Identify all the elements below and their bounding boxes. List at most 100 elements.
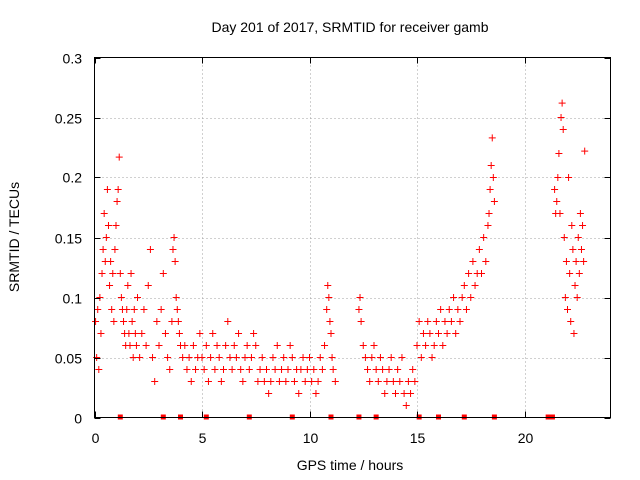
data-point	[488, 134, 496, 142]
data-point	[109, 270, 117, 277]
data-point	[172, 294, 180, 301]
y-tick-label: 0.05	[55, 351, 82, 367]
data-point	[247, 354, 255, 361]
data-point	[209, 330, 217, 337]
data-point	[426, 330, 434, 337]
data-point	[142, 342, 150, 349]
data-point	[310, 366, 318, 373]
data-point	[575, 270, 583, 277]
data-point	[404, 378, 412, 385]
data-point	[207, 354, 215, 361]
data-point	[381, 390, 389, 397]
data-point	[215, 354, 223, 361]
data-point	[454, 306, 462, 313]
data-point	[428, 354, 436, 361]
data-point	[252, 342, 260, 349]
data-point	[258, 354, 266, 361]
data-point	[269, 354, 277, 361]
data-point	[400, 390, 408, 397]
data-point	[263, 366, 270, 373]
data-point	[554, 174, 562, 181]
data-point	[415, 318, 423, 325]
data-point	[239, 378, 247, 385]
data-point	[443, 330, 451, 337]
data-point	[297, 366, 305, 373]
data-point	[303, 366, 311, 373]
data-point	[327, 330, 335, 337]
data-point	[132, 342, 140, 349]
data-point	[570, 330, 578, 337]
data-point	[413, 342, 421, 349]
data-point	[204, 378, 212, 385]
data-point	[189, 342, 197, 349]
data-point	[567, 318, 575, 325]
data-point	[564, 306, 571, 313]
data-point	[106, 282, 114, 289]
data-point	[265, 390, 273, 397]
data-point	[572, 258, 580, 265]
data-point	[144, 282, 152, 289]
data-point	[392, 390, 399, 397]
data-point	[364, 366, 372, 373]
y-tick-labels: 0 0.05 0.1 0.15 0.2 0.25 0.3	[55, 51, 82, 427]
data-points	[92, 99, 589, 409]
data-point	[267, 378, 275, 385]
data-point	[140, 306, 148, 313]
plot-frame	[94, 57, 611, 418]
y-tick-label: 0.15	[55, 231, 82, 247]
data-point	[573, 294, 581, 301]
x-tick-label: 0	[92, 430, 100, 446]
data-point	[447, 318, 455, 325]
data-point	[161, 330, 169, 337]
data-point	[568, 222, 576, 229]
data-point	[112, 222, 120, 229]
data-point	[230, 342, 238, 349]
data-point	[196, 330, 204, 337]
data-point	[417, 354, 425, 361]
data-point	[396, 378, 404, 385]
data-point	[115, 153, 123, 161]
data-point	[295, 390, 303, 397]
data-point	[424, 318, 432, 325]
data-point	[580, 258, 588, 265]
data-point	[359, 342, 367, 349]
data-point	[331, 378, 339, 385]
data-point	[308, 378, 316, 385]
data-point	[368, 354, 376, 361]
data-point	[561, 294, 569, 301]
data-point	[130, 306, 138, 313]
data-point	[422, 342, 430, 349]
data-point	[290, 378, 298, 385]
data-point	[288, 354, 296, 361]
data-point	[116, 270, 124, 277]
data-point	[220, 366, 227, 373]
data-point	[128, 318, 136, 325]
data-point	[314, 378, 322, 385]
data-point	[357, 318, 365, 325]
data-point	[222, 342, 230, 349]
data-point	[490, 198, 498, 205]
data-point	[127, 270, 135, 277]
chart-title: Day 201 of 2017, SRMTID for receiver gam…	[211, 19, 488, 35]
data-point	[323, 306, 331, 313]
data-point	[170, 234, 178, 241]
data-point	[134, 294, 141, 301]
data-point	[379, 366, 387, 373]
y-tick-label: 0.25	[55, 111, 82, 127]
data-point	[312, 390, 320, 397]
data-point	[173, 306, 181, 313]
data-point	[104, 222, 112, 229]
data-point	[146, 246, 154, 253]
data-point	[452, 330, 460, 337]
data-point	[458, 294, 466, 301]
data-point	[174, 318, 182, 325]
y-axis-title: SRMTID / TECUs	[6, 182, 22, 292]
data-point	[487, 162, 495, 169]
data-point	[411, 378, 419, 385]
data-point	[95, 366, 103, 373]
data-point	[98, 270, 106, 277]
data-point	[555, 150, 563, 157]
data-point	[245, 366, 253, 373]
data-point	[243, 342, 251, 349]
